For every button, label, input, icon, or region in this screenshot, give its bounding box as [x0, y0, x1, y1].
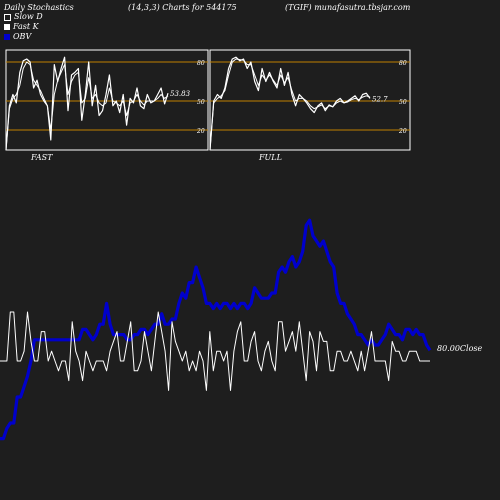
fast-tick-label-50: 50: [197, 99, 205, 106]
fast-series-slow-d: [5, 61, 169, 151]
obv-line: [0, 218, 432, 441]
full-panel-title: FULL: [258, 153, 282, 162]
legend-label-slow-d: Slow D: [14, 12, 43, 21]
full-tick-label-80: 80: [399, 60, 407, 67]
legend-item-obv: OBV: [4, 32, 43, 42]
full-panel-frame: [209, 49, 411, 151]
obv-swatch: [4, 34, 10, 40]
fast-k-swatch: [4, 24, 10, 30]
chart-symbol-site: (TGIF) munafasutra.tbsjar.com: [285, 3, 411, 12]
fast-last-value: 53.83: [170, 90, 191, 98]
fast-series-fast-k: [5, 56, 169, 151]
close-value-label: 80.00Close: [437, 344, 483, 353]
close-line: [0, 311, 430, 391]
fast-tick-label-20: 20: [196, 128, 205, 135]
legend-item-slow-d: Slow D: [4, 12, 43, 22]
legend: Slow D Fast K OBV: [4, 12, 43, 42]
fast-tick-label-80: 80: [197, 60, 205, 67]
legend-item-fast-k: Fast K: [4, 22, 43, 32]
full-last-value: 52.7: [372, 95, 388, 103]
chart-params: (14,3,3) Charts for 544175: [128, 3, 237, 12]
fast-panel-title: FAST: [30, 153, 53, 162]
legend-label-fast-k: Fast K: [13, 22, 39, 31]
full-tick-label-50: 50: [399, 99, 407, 106]
legend-label-obv: OBV: [13, 32, 32, 41]
full-series-full-d: [209, 58, 371, 151]
full-tick-label-20: 20: [398, 128, 407, 135]
chart-title: Daily Stochastics: [4, 3, 74, 12]
slow-d-swatch: [4, 13, 11, 21]
